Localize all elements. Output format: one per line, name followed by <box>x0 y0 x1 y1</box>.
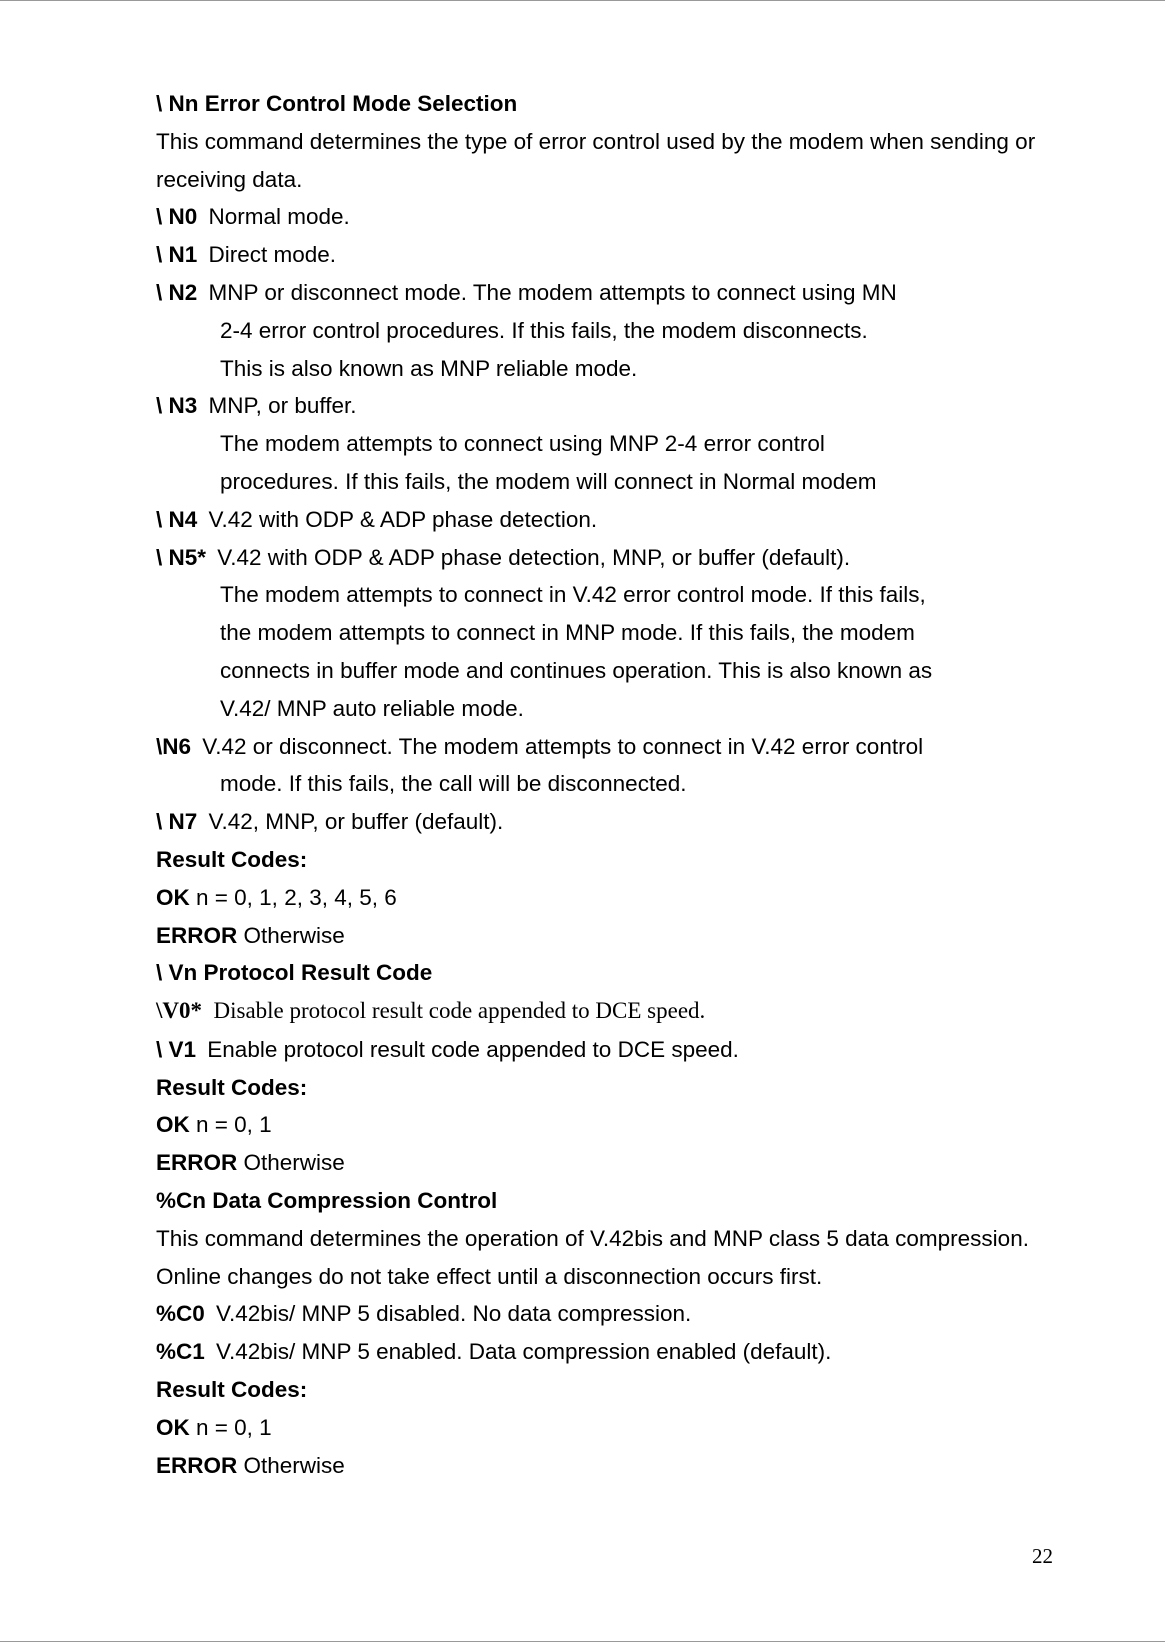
cmd-desc: V.42bis/ MNP 5 enabled. Data compression… <box>216 1333 1055 1371</box>
result-codes-heading: Result Codes: <box>156 841 1055 879</box>
error-value: Otherwise <box>237 1150 345 1175</box>
section-intro: This command determines the operation of… <box>156 1220 1055 1296</box>
ok-label: OK <box>156 885 190 910</box>
cmd-cont: The modem attempts to connect in V.42 er… <box>156 576 1055 614</box>
result-codes-heading: Result Codes: <box>156 1371 1055 1409</box>
section-title: %Cn Data Compression Control <box>156 1182 1055 1220</box>
cmd-label: \ V1 <box>156 1031 196 1069</box>
cmd-desc: Direct mode. <box>209 236 1055 274</box>
cmd-item-v1: \ V1 Enable protocol result code appende… <box>156 1031 1055 1069</box>
cmd-cont: This is also known as MNP reliable mode. <box>156 350 1055 388</box>
cmd-cont: connects in buffer mode and continues op… <box>156 652 1055 690</box>
cmd-desc: MNP, or buffer. <box>209 387 1055 425</box>
ok-value: n = 0, 1 <box>190 1415 272 1440</box>
error-value: Otherwise <box>237 1453 345 1478</box>
cmd-item-v0: \V0* Disable protocol result code append… <box>156 992 1055 1031</box>
cmd-desc: MNP or disconnect mode. The modem attemp… <box>209 274 1055 312</box>
cmd-desc: V.42 with ODP & ADP phase detection. <box>209 501 1055 539</box>
cmd-item-c1: %C1 V.42bis/ MNP 5 enabled. Data compres… <box>156 1333 1055 1371</box>
result-ok: OK n = 0, 1, 2, 3, 4, 5, 6 <box>156 879 1055 917</box>
result-codes-heading: Result Codes: <box>156 1069 1055 1107</box>
ok-value: n = 0, 1, 2, 3, 4, 5, 6 <box>190 885 397 910</box>
cmd-label: %C1 <box>156 1333 205 1371</box>
result-error: ERROR Otherwise <box>156 1447 1055 1485</box>
cmd-item-n1: \ N1 Direct mode. <box>156 236 1055 274</box>
cmd-label: \ N4 <box>156 501 197 539</box>
ok-value: n = 0, 1 <box>190 1112 272 1137</box>
cmd-label: \ N3 <box>156 387 197 425</box>
cmd-desc: Enable protocol result code appended to … <box>207 1031 1055 1069</box>
error-label: ERROR <box>156 923 237 948</box>
error-value: Otherwise <box>237 923 345 948</box>
cmd-cont: mode. If this fails, the call will be di… <box>156 765 1055 803</box>
cmd-desc: V.42, MNP, or buffer (default). <box>209 803 1055 841</box>
section-title: \ Nn Error Control Mode Selection <box>156 85 1055 123</box>
cmd-item-n5: \ N5* V.42 with ODP & ADP phase detectio… <box>156 539 1055 577</box>
cmd-label: \ N1 <box>156 236 197 274</box>
cmd-cont: procedures. If this fails, the modem wil… <box>156 463 1055 501</box>
cmd-cont: the modem attempts to connect in MNP mod… <box>156 614 1055 652</box>
result-ok: OK n = 0, 1 <box>156 1409 1055 1447</box>
cmd-item-c0: %C0 V.42bis/ MNP 5 disabled. No data com… <box>156 1295 1055 1333</box>
cmd-label: \N6 <box>156 728 191 766</box>
result-error: ERROR Otherwise <box>156 917 1055 955</box>
page-number: 22 <box>1032 1544 1053 1569</box>
cmd-label: %C0 <box>156 1295 205 1333</box>
cmd-cont: 2-4 error control procedures. If this fa… <box>156 312 1055 350</box>
cmd-label: \ N2 <box>156 274 197 312</box>
ok-label: OK <box>156 1415 190 1440</box>
cmd-cont: The modem attempts to connect using MNP … <box>156 425 1055 463</box>
cmd-item-n3: \ N3 MNP, or buffer. <box>156 387 1055 425</box>
error-label: ERROR <box>156 1150 237 1175</box>
cmd-desc: V.42 with ODP & ADP phase detection, MNP… <box>217 539 1055 577</box>
ok-label: OK <box>156 1112 190 1137</box>
result-error: ERROR Otherwise <box>156 1144 1055 1182</box>
cmd-item-n0: \ N0 Normal mode. <box>156 198 1055 236</box>
section-intro: This command determines the type of erro… <box>156 123 1055 199</box>
cmd-cont: V.42/ MNP auto reliable mode. <box>156 690 1055 728</box>
cmd-item-n7: \ N7 V.42, MNP, or buffer (default). <box>156 803 1055 841</box>
document-page: \ Nn Error Control Mode Selection This c… <box>0 0 1165 1642</box>
result-ok: OK n = 0, 1 <box>156 1106 1055 1144</box>
cmd-desc: Normal mode. <box>209 198 1055 236</box>
cmd-label: \ N5* <box>156 539 206 577</box>
cmd-desc: Disable protocol result code appended to… <box>214 992 1056 1031</box>
cmd-label: \ N0 <box>156 198 197 236</box>
cmd-item-n6: \N6 V.42 or disconnect. The modem attemp… <box>156 728 1055 766</box>
cmd-label: \ N7 <box>156 803 197 841</box>
section-title: \ Vn Protocol Result Code <box>156 954 1055 992</box>
cmd-label: \V0* <box>156 992 202 1031</box>
error-label: ERROR <box>156 1453 237 1478</box>
cmd-item-n2: \ N2 MNP or disconnect mode. The modem a… <box>156 274 1055 312</box>
cmd-item-n4: \ N4 V.42 with ODP & ADP phase detection… <box>156 501 1055 539</box>
cmd-desc: V.42 or disconnect. The modem attempts t… <box>202 728 1055 766</box>
cmd-desc: V.42bis/ MNP 5 disabled. No data compres… <box>216 1295 1055 1333</box>
